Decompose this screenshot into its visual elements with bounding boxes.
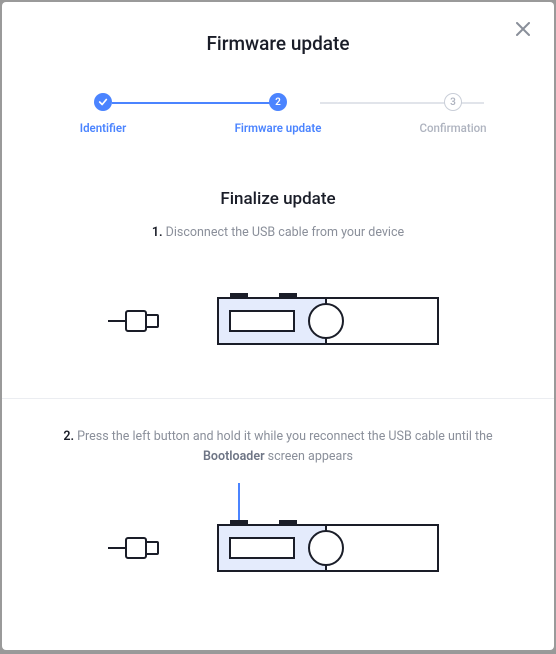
firmware-update-modal: Firmware update Identifier 2 Firmware up… [2, 2, 554, 650]
step-number-icon: 3 [444, 93, 462, 111]
step-confirmation: 3 Confirmation [398, 93, 508, 135]
step-number: 2. [63, 429, 74, 444]
step-label: Firmware update [235, 121, 322, 135]
check-icon [94, 93, 112, 111]
instruction-text: Disconnect the USB cable from your devic… [166, 225, 404, 240]
device-illustration-1 [30, 276, 526, 366]
instruction-2: 2. Press the left button and hold it whi… [30, 427, 526, 466]
usb-device-press-icon [108, 483, 448, 583]
step-label: Identifier [80, 121, 126, 135]
usb-device-icon [108, 286, 448, 356]
step-label: Confirmation [419, 121, 486, 135]
step-identifier: Identifier [48, 93, 158, 135]
step-number-icon: 2 [269, 93, 287, 111]
instruction-1: 1. Disconnect the USB cable from your de… [30, 223, 526, 242]
modal-title: Firmware update [30, 32, 526, 55]
step-firmware-update: 2 Firmware update [223, 93, 333, 135]
device-illustration-2 [30, 488, 526, 578]
instruction-text-a: Press the left button and hold it while … [77, 429, 492, 444]
progress-stepper: Identifier 2 Firmware update 3 Confirmat… [30, 93, 526, 135]
section-heading: Finalize update [30, 189, 526, 209]
close-icon [516, 22, 530, 36]
close-button[interactable] [514, 22, 532, 40]
divider [2, 398, 554, 399]
step-number: 1. [152, 225, 163, 240]
instruction-bold: Bootloader [203, 449, 265, 464]
instruction-text-b: screen appears [265, 449, 353, 464]
